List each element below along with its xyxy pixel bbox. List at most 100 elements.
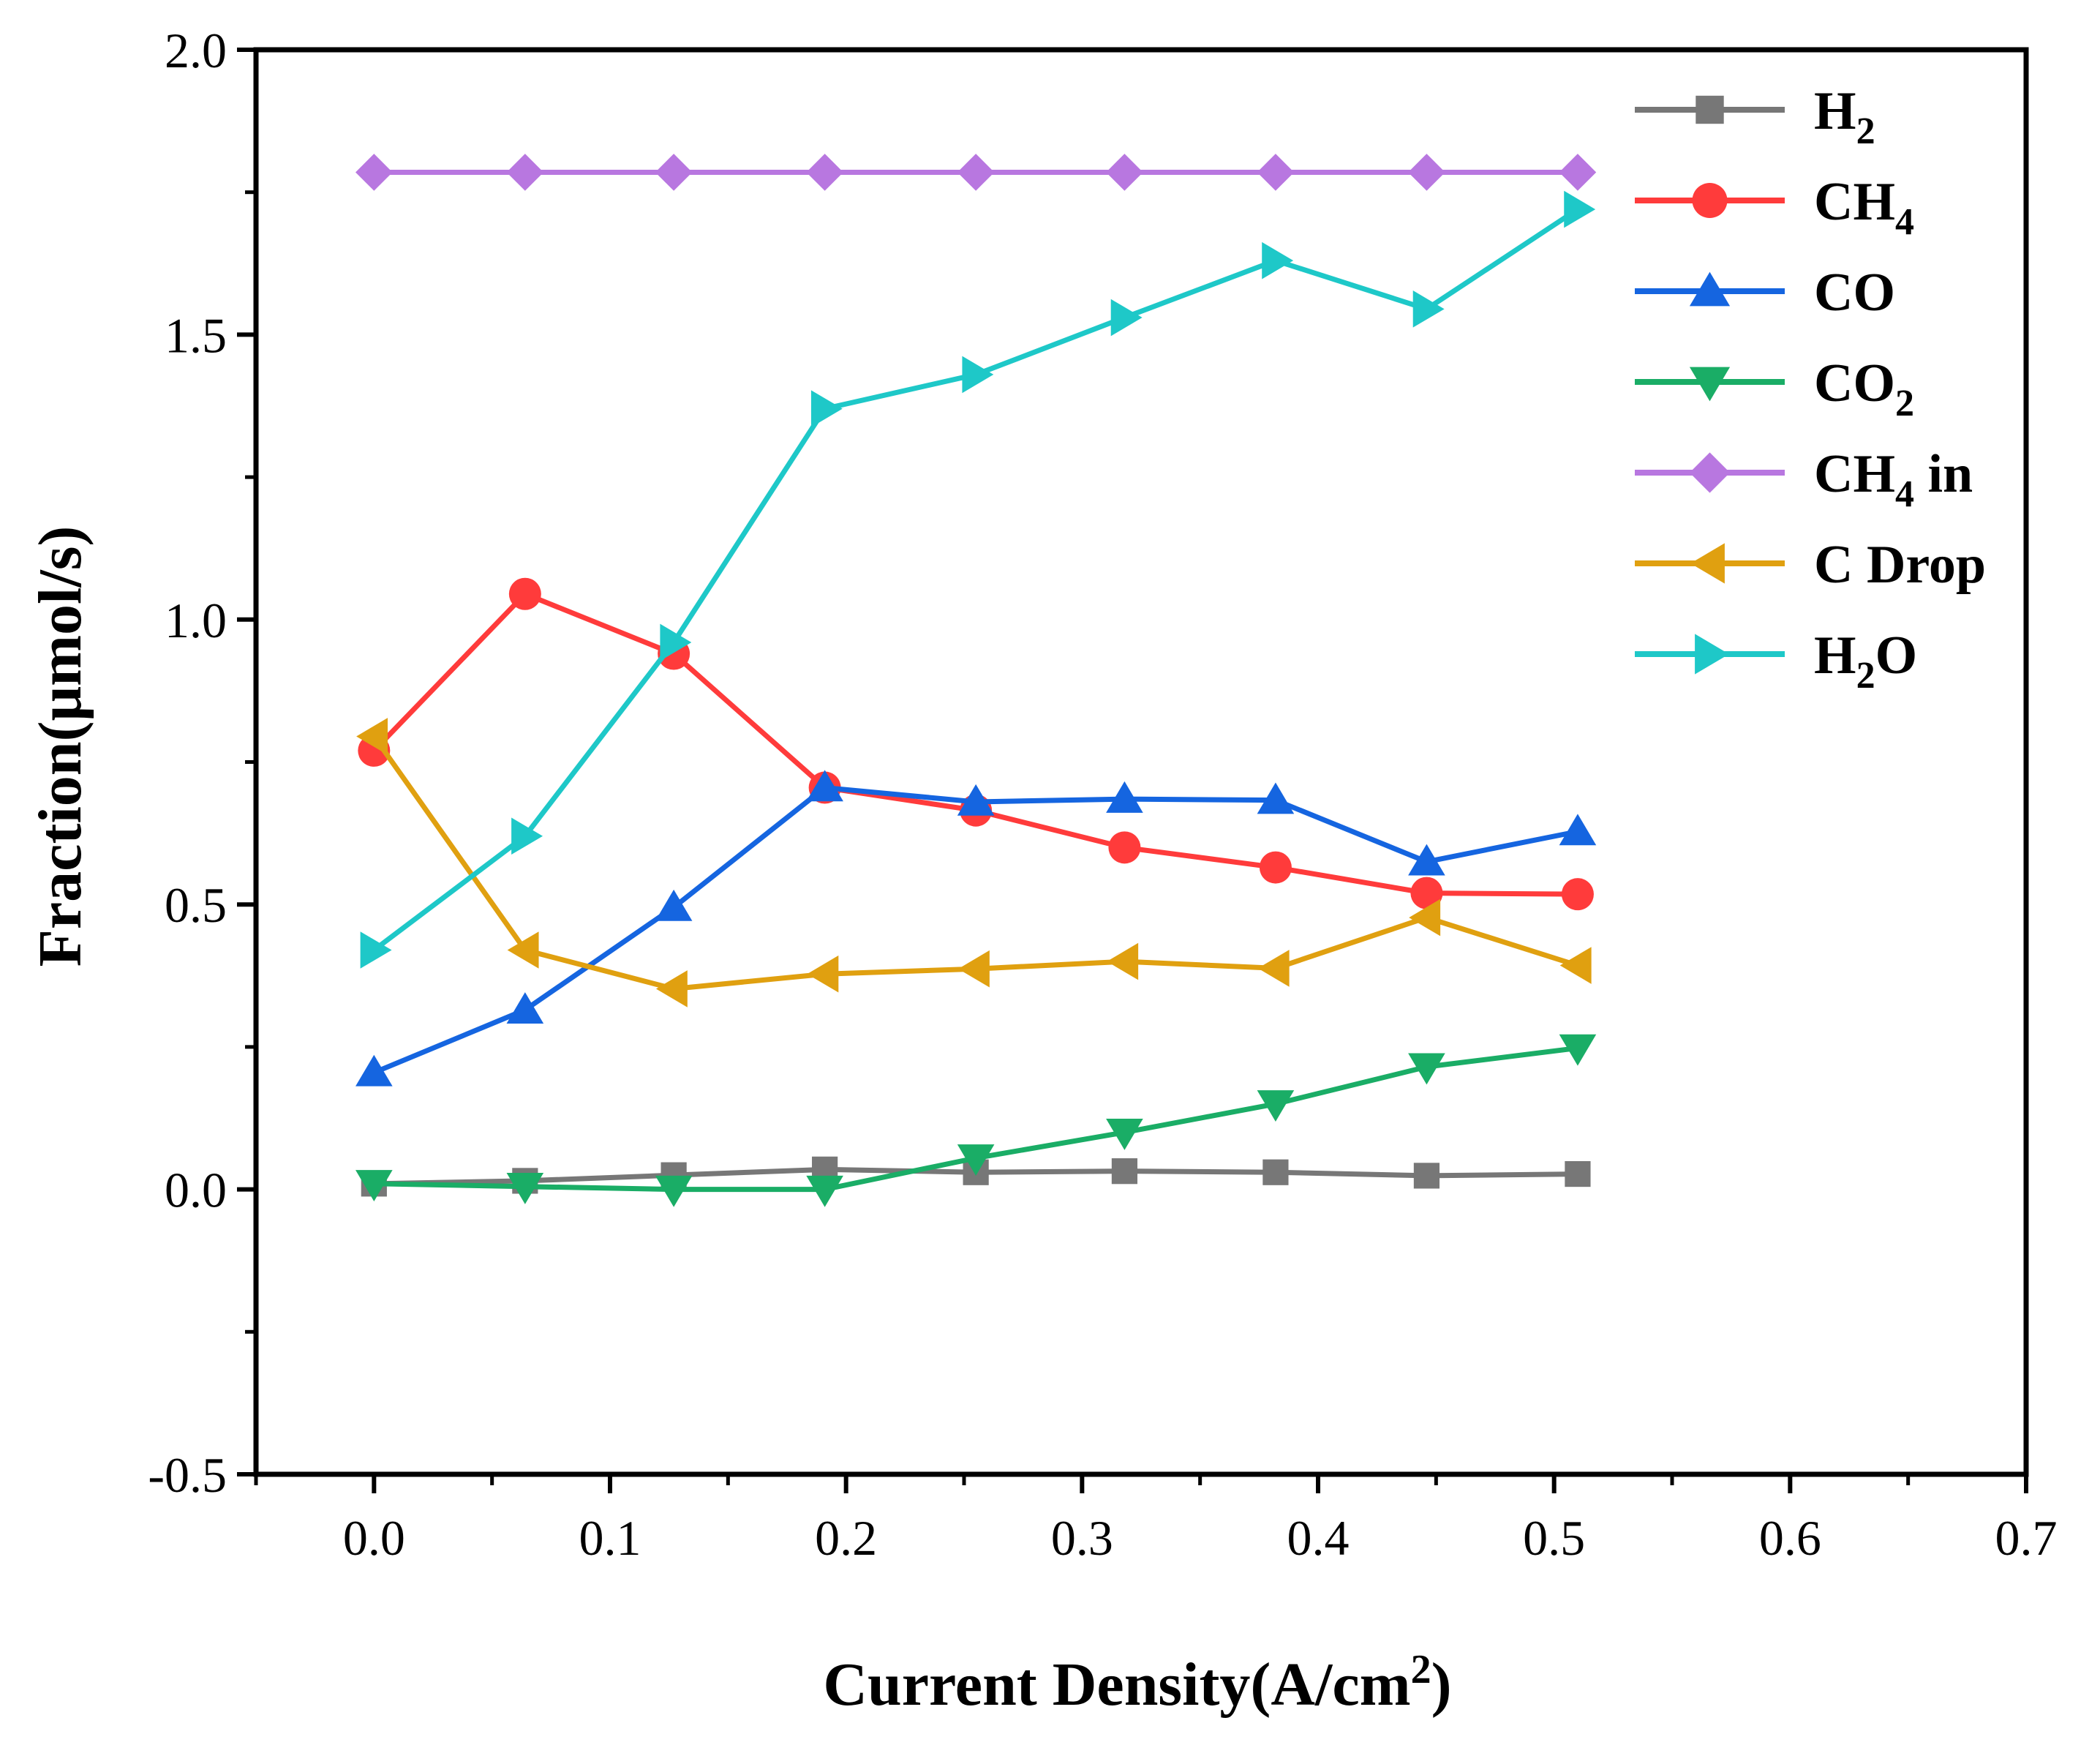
data-point — [1408, 844, 1445, 876]
data-point — [1409, 898, 1441, 937]
x-tick-label: 0.6 — [1759, 1510, 1821, 1566]
x-tick-label: 0.2 — [815, 1510, 877, 1566]
series-1 — [358, 577, 1594, 911]
legend-entry: CH4 — [1635, 172, 1914, 243]
data-point — [655, 154, 693, 191]
data-point — [807, 955, 839, 993]
legend-marker — [1696, 95, 1724, 124]
data-point — [1106, 781, 1143, 813]
y-tick-label: 0.0 — [165, 1163, 227, 1218]
data-point — [355, 154, 393, 191]
legend-label: CH4 in — [1814, 444, 1973, 515]
legend-label: H2O — [1814, 626, 1917, 697]
series-6 — [360, 190, 1596, 969]
data-point — [506, 992, 544, 1024]
data-point — [1108, 831, 1141, 864]
y-axis-title: Fraction(μmol/s) — [26, 526, 94, 967]
data-point — [1262, 241, 1294, 279]
legend-label: CH4 — [1814, 172, 1914, 243]
data-point — [506, 154, 544, 191]
series-2 — [355, 770, 1597, 1087]
series-3 — [355, 1034, 1597, 1207]
legend-marker — [1689, 367, 1731, 402]
data-point — [1561, 878, 1594, 911]
data-point — [957, 1144, 995, 1176]
data-point — [1111, 1158, 1138, 1185]
legend-entry: H2O — [1635, 626, 1917, 697]
data-point — [1107, 942, 1139, 980]
data-point — [1257, 154, 1295, 191]
data-point — [806, 770, 843, 802]
legend-label: C Drop — [1814, 535, 1986, 595]
data-point — [806, 154, 843, 191]
data-point — [1408, 1053, 1445, 1085]
data-point — [1257, 1090, 1295, 1122]
series-line — [372, 735, 1578, 991]
data-point — [1565, 1160, 1591, 1187]
data-point — [506, 1173, 544, 1204]
data-point — [1259, 851, 1292, 884]
data-point — [957, 950, 990, 988]
data-point — [1110, 299, 1143, 337]
data-point — [1257, 782, 1295, 814]
data-point — [508, 577, 541, 610]
legend-entry: C Drop — [1635, 535, 1986, 595]
data-point — [1559, 154, 1597, 191]
y-tick-label: 0.5 — [165, 877, 227, 933]
legend-label: H2 — [1814, 81, 1875, 152]
data-point — [1410, 877, 1443, 909]
data-point — [1106, 154, 1143, 191]
y-tick-label: 1.5 — [165, 307, 227, 363]
legend-marker — [1689, 452, 1731, 493]
legend-marker — [1689, 271, 1731, 307]
data-point — [1106, 1119, 1143, 1150]
data-point — [957, 154, 995, 191]
series-5 — [356, 718, 1592, 1007]
data-point — [655, 889, 693, 921]
data-point — [1257, 950, 1290, 987]
data-point — [806, 1175, 843, 1207]
data-point — [356, 718, 388, 755]
y-tick-label: -0.5 — [148, 1447, 227, 1503]
data-point — [962, 356, 994, 394]
x-axis-title: Current Density(A/cm2) — [823, 1647, 1451, 1719]
data-point — [360, 931, 392, 969]
data-point — [1559, 1034, 1597, 1066]
data-point — [355, 1054, 393, 1087]
data-point — [655, 1175, 693, 1207]
legend-marker — [1695, 634, 1729, 675]
x-tick-label: 0.5 — [1523, 1510, 1585, 1566]
legend-label: CO2 — [1814, 353, 1914, 424]
x-tick-label: 0.3 — [1051, 1510, 1113, 1566]
data-point — [810, 390, 843, 427]
plot-frame — [253, 47, 2029, 1477]
legend-entry: CH4 in — [1635, 444, 1973, 515]
data-point — [1408, 154, 1445, 191]
series-4 — [355, 154, 1597, 191]
data-point — [355, 1170, 393, 1202]
legend-marker — [1692, 183, 1728, 218]
legend-marker — [1690, 543, 1725, 584]
data-point — [1262, 1159, 1289, 1185]
legend-entry: CO2 — [1635, 353, 1914, 424]
legend-label: CO — [1814, 263, 1895, 323]
data-point — [511, 817, 543, 855]
series-line — [372, 207, 1579, 953]
x-tick-label: 0.4 — [1287, 1510, 1350, 1566]
legend-entry: H2 — [1635, 81, 1875, 152]
data-point — [660, 623, 692, 661]
x-tick-label: 0.0 — [343, 1510, 405, 1566]
data-point — [1559, 947, 1592, 984]
data-point — [655, 970, 688, 1007]
legend-entry: CO — [1635, 263, 1895, 323]
x-tick-label: 0.1 — [579, 1510, 641, 1566]
data-point — [1412, 290, 1445, 328]
data-point — [1559, 814, 1597, 846]
data-point — [957, 784, 995, 816]
data-point — [1564, 190, 1596, 228]
y-tick-label: 2.0 — [165, 23, 227, 78]
y-tick-label: 1.0 — [165, 593, 227, 648]
data-point — [1413, 1163, 1440, 1189]
data-point — [507, 931, 539, 969]
